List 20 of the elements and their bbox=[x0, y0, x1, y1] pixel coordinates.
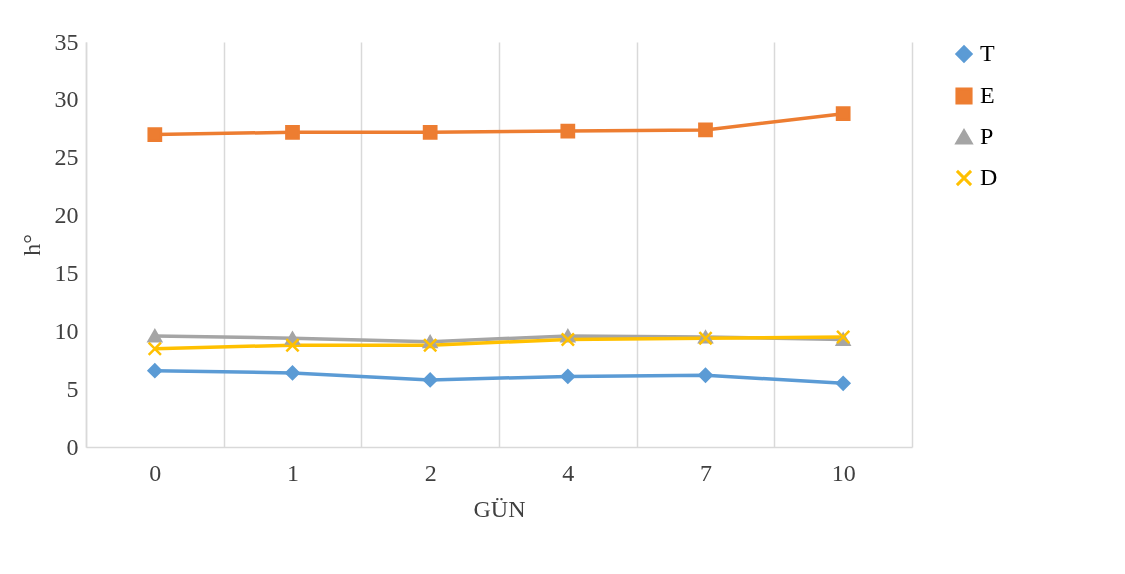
legend-label: D bbox=[980, 164, 998, 190]
x-tick-label: 7 bbox=[700, 459, 712, 486]
legend-label: P bbox=[980, 123, 994, 149]
x-tick-label: 2 bbox=[424, 459, 437, 486]
y-tick-label: 25 bbox=[54, 144, 79, 171]
y-axis-title: h° bbox=[18, 234, 45, 256]
x-tick-label: 1 bbox=[287, 459, 299, 486]
x-tick-label: 4 bbox=[562, 459, 575, 486]
x-axis-title: GÜN bbox=[473, 495, 526, 522]
legend-label: T bbox=[980, 40, 995, 66]
x-tick-label: 10 bbox=[831, 459, 856, 486]
y-tick-label: 35 bbox=[54, 28, 79, 55]
y-tick-label: 10 bbox=[54, 317, 79, 344]
legend-label: E bbox=[980, 82, 995, 108]
y-tick-label: 20 bbox=[54, 202, 79, 229]
x-tick-label: 0 bbox=[149, 459, 162, 486]
y-tick-label: 5 bbox=[66, 375, 79, 402]
y-tick-label: 15 bbox=[54, 259, 79, 286]
y-tick-label: 30 bbox=[54, 86, 79, 113]
y-tick-label: 0 bbox=[66, 433, 79, 460]
